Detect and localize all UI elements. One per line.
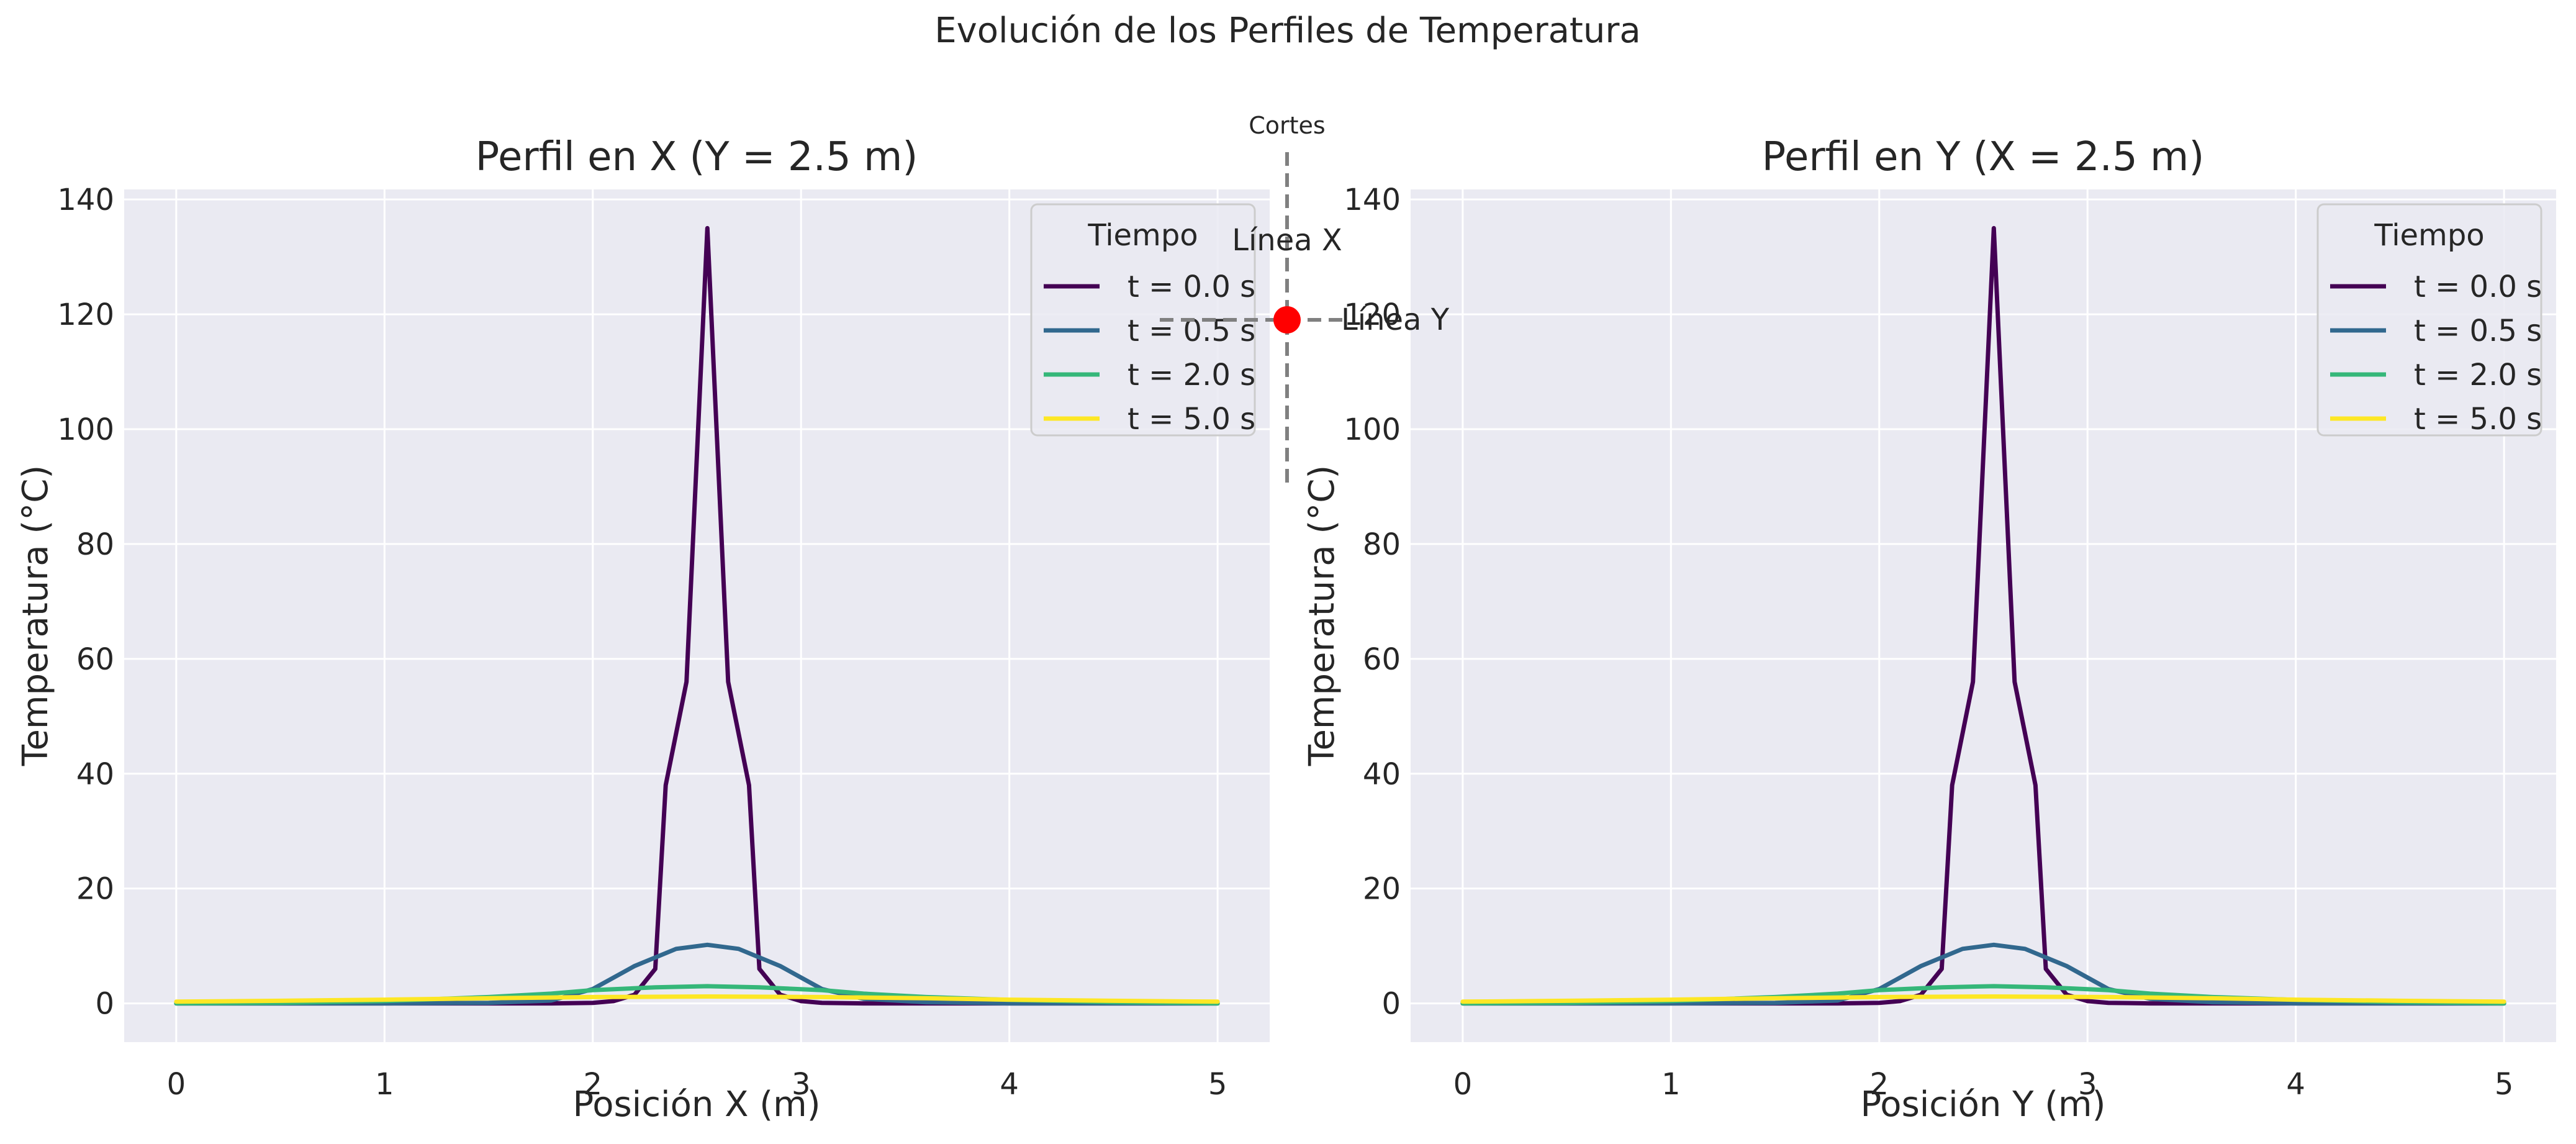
left-legend-title: Tiempo	[1087, 218, 1198, 253]
left-series-line-1	[174, 942, 1220, 1006]
right-y-tick-label: 100	[1344, 412, 1401, 447]
right-x-tick-label: 3	[2078, 1067, 2097, 1102]
left-x-tick-label: 4	[1000, 1067, 1019, 1102]
right-x-axis-label: Posición Y (m)	[1861, 1084, 2106, 1125]
inset-intersection-point	[1273, 306, 1301, 334]
left-y-tick-label: 0	[95, 987, 114, 1022]
left-series-line-3	[174, 994, 1220, 1004]
right-x-tick-label: 2	[1869, 1067, 1889, 1102]
right-series-line-1	[1460, 942, 2506, 1006]
right-y-tick-label: 0	[1381, 987, 1401, 1022]
left-x-tick-label: 2	[583, 1067, 602, 1102]
right-panel: 0 1 2 3 4 5 0 20 40 60 80 100 120 140 Perfil en Y (X…	[1302, 134, 2556, 1125]
right-legend-label-0: t = 0.0 s	[2414, 270, 2542, 304]
left-y-tick-labels: 0 20 40 60 80 100 120 140	[57, 183, 114, 1021]
left-y-tick-label: 60	[76, 642, 114, 677]
right-x-tick-label: 4	[2286, 1067, 2305, 1102]
right-chart-title: Perfil en Y (X = 2.5 m)	[1762, 134, 2205, 180]
right-x-tick-labels: 0 1 2 3 4 5	[1453, 1067, 2514, 1102]
left-x-tick-label: 1	[375, 1067, 394, 1102]
right-series-line-3	[1460, 994, 2506, 1004]
right-legend: Tiempo t = 0.0 s t = 0.5 s t = 2.0 s t = 5.0…	[2316, 203, 2542, 437]
left-chart-title: Perfil en X (Y = 2.5 m)	[476, 134, 918, 180]
right-x-tick-label: 5	[2495, 1067, 2514, 1102]
left-series	[174, 225, 1220, 1006]
left-y-tick-label: 100	[57, 412, 114, 447]
left-y-tick-label: 80	[76, 527, 114, 562]
right-y-tick-label: 120	[1344, 297, 1401, 332]
left-panel: 0 1 2 3 4 5 0 20 40 60 80 100 120 140 Perfil en X (Y…	[16, 134, 1270, 1125]
left-x-tick-label: 0	[167, 1067, 186, 1102]
left-x-tick-label: 5	[1208, 1067, 1227, 1102]
left-y-axis-label: Temperatura (°C)	[16, 465, 56, 766]
right-legend-label-2: t = 2.0 s	[2414, 358, 2542, 393]
left-y-tick-label: 20	[76, 872, 114, 907]
left-x-tick-label: 3	[792, 1067, 811, 1102]
right-y-tick-label: 40	[1363, 757, 1401, 792]
left-y-tick-label: 140	[57, 183, 114, 217]
right-series	[1460, 225, 2506, 1006]
left-y-tick-label: 120	[57, 297, 114, 332]
cortes-inset: Cortes Línea X Línea Y	[1160, 112, 1450, 488]
right-x-tick-label: 1	[1661, 1067, 1681, 1102]
right-y-tick-label: 80	[1363, 527, 1401, 562]
inset-label-x: Línea X	[1232, 223, 1342, 258]
right-x-tick-label: 0	[1453, 1067, 1473, 1102]
left-legend-label-0: t = 0.0 s	[1128, 270, 1255, 304]
right-legend-title: Tiempo	[2374, 218, 2484, 253]
left-legend-label-2: t = 2.0 s	[1128, 358, 1255, 393]
left-x-tick-labels: 0 1 2 3 4 5	[167, 1067, 1227, 1102]
right-y-tick-label: 140	[1344, 183, 1401, 217]
left-x-axis-label: Posición X (m)	[572, 1084, 820, 1125]
inset-label-y: Línea Y	[1341, 302, 1450, 337]
right-legend-label-3: t = 5.0 s	[2414, 402, 2542, 437]
right-legend-label-1: t = 0.5 s	[2414, 314, 2542, 348]
right-y-tick-label: 60	[1363, 642, 1401, 677]
inset-title: Cortes	[1249, 112, 1325, 139]
right-y-tick-labels: 0 20 40 60 80 100 120 140	[1344, 183, 1401, 1021]
right-legend-box	[2316, 203, 2542, 437]
left-legend-label-3: t = 5.0 s	[1128, 402, 1255, 437]
right-series-line-0	[1460, 225, 2506, 1006]
right-y-axis-label: Temperatura (°C)	[1302, 465, 1342, 766]
right-y-tick-label: 20	[1363, 872, 1401, 907]
left-y-tick-label: 40	[76, 757, 114, 792]
figure-suptitle: Evolución de los Perfiles de Temperatura	[934, 11, 1640, 51]
left-series-line-0	[174, 225, 1220, 1006]
